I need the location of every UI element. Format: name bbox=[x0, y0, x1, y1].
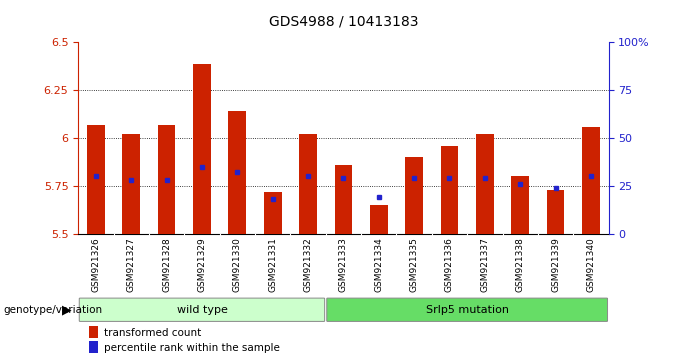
Bar bbox=[193, 63, 211, 234]
Text: GDS4988 / 10413183: GDS4988 / 10413183 bbox=[269, 14, 418, 28]
Bar bbox=[405, 157, 423, 234]
Text: Srlp5 mutation: Srlp5 mutation bbox=[426, 305, 509, 315]
Text: GSM921337: GSM921337 bbox=[480, 237, 490, 292]
Bar bbox=[370, 205, 388, 234]
Text: GSM921331: GSM921331 bbox=[268, 237, 277, 292]
Bar bbox=[158, 125, 175, 234]
Text: ▶: ▶ bbox=[62, 303, 71, 316]
Bar bbox=[547, 190, 564, 234]
Text: GSM921333: GSM921333 bbox=[339, 237, 348, 292]
FancyBboxPatch shape bbox=[327, 298, 607, 321]
Bar bbox=[89, 326, 99, 338]
Text: wild type: wild type bbox=[177, 305, 227, 315]
Bar bbox=[228, 111, 246, 234]
Text: GSM921335: GSM921335 bbox=[409, 237, 419, 292]
Bar bbox=[441, 146, 458, 234]
Bar bbox=[264, 192, 282, 234]
Text: GSM921332: GSM921332 bbox=[303, 237, 313, 292]
Bar bbox=[582, 127, 600, 234]
Bar bbox=[122, 134, 140, 234]
FancyBboxPatch shape bbox=[80, 298, 324, 321]
Bar bbox=[299, 134, 317, 234]
Bar bbox=[335, 165, 352, 234]
Bar bbox=[89, 341, 99, 353]
Text: GSM921340: GSM921340 bbox=[586, 237, 596, 292]
Text: GSM921336: GSM921336 bbox=[445, 237, 454, 292]
Text: transformed count: transformed count bbox=[103, 328, 201, 338]
Text: GSM921327: GSM921327 bbox=[126, 237, 136, 292]
Bar bbox=[87, 125, 105, 234]
Text: GSM921326: GSM921326 bbox=[91, 237, 101, 292]
Bar bbox=[476, 134, 494, 234]
Text: GSM921334: GSM921334 bbox=[374, 237, 384, 292]
Text: GSM921328: GSM921328 bbox=[162, 237, 171, 292]
Bar bbox=[511, 176, 529, 234]
Text: GSM921330: GSM921330 bbox=[233, 237, 242, 292]
Text: GSM921339: GSM921339 bbox=[551, 237, 560, 292]
Text: GSM921338: GSM921338 bbox=[515, 237, 525, 292]
Text: GSM921329: GSM921329 bbox=[197, 237, 207, 292]
Text: genotype/variation: genotype/variation bbox=[3, 305, 103, 315]
Text: percentile rank within the sample: percentile rank within the sample bbox=[103, 343, 279, 353]
